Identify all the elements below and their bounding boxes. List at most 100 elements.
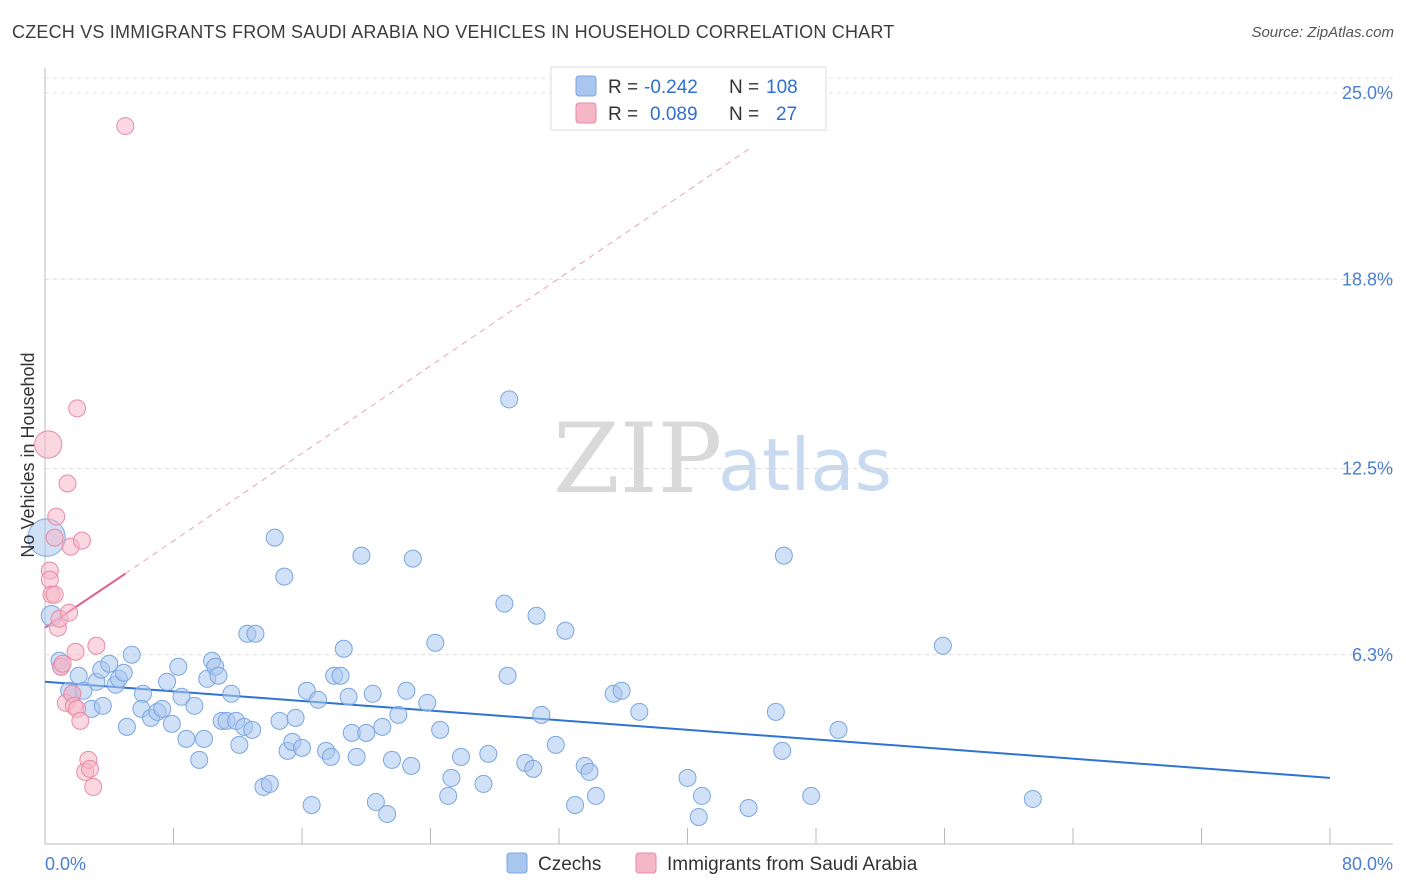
x-tick-label-max: 80.0%: [1342, 854, 1393, 874]
legend-r-label-2: R =: [608, 104, 638, 125]
bottom-legend-swatch-czechs: [506, 852, 528, 874]
y-tick-labels: 6.3% 12.5% 18.8% 25.0%: [1342, 83, 1393, 665]
czechs-point: [172, 687, 191, 706]
saudi-point: [84, 777, 103, 796]
czechs-point: [195, 729, 214, 748]
czechs-point: [678, 768, 697, 787]
czechs-point: [339, 687, 358, 706]
czechs-point: [389, 705, 408, 724]
czechs-point: [331, 666, 350, 685]
czechs-point: [612, 681, 631, 700]
czechs-point: [260, 774, 279, 793]
czechs-point: [774, 546, 793, 565]
czechs-point: [302, 795, 321, 814]
czechs-point: [162, 714, 181, 733]
saudi-point: [58, 474, 77, 493]
czechs-point: [802, 786, 821, 805]
czechs-point: [1023, 789, 1042, 808]
czechs-point: [397, 681, 416, 700]
watermark-zip: ZIP: [553, 403, 722, 515]
y-tick-label: 18.8%: [1342, 269, 1393, 289]
czechs-point: [363, 684, 382, 703]
czechs-point: [479, 744, 498, 763]
czechs-point: [321, 747, 340, 766]
bottom-legend: Czechs Immigrants from Saudi Arabia: [506, 852, 918, 875]
saudi-point: [71, 711, 90, 730]
czechs-point: [347, 747, 366, 766]
czechs-point: [246, 624, 265, 643]
czechs-point: [382, 750, 401, 769]
czechs-point: [580, 762, 599, 781]
czechs-point: [153, 699, 172, 718]
czechs-point: [100, 654, 119, 673]
czechs-point: [243, 720, 262, 739]
czechs-point: [524, 759, 543, 778]
czechs-point: [265, 528, 284, 547]
y-tick-label: 12.5%: [1342, 459, 1393, 479]
saudi-point: [68, 399, 87, 418]
legend-r-value-1: -0.242: [644, 77, 698, 98]
saudi-point: [60, 603, 79, 622]
czechs-point: [366, 792, 385, 811]
czechs-point: [498, 666, 517, 685]
legend-n-label-2: N =: [729, 104, 759, 125]
czechs-point: [185, 696, 204, 715]
czechs-point: [378, 804, 397, 823]
czechs-point: [122, 645, 141, 664]
legend: R = -0.242 N = 108 R = 0.089 N = 27: [550, 66, 827, 131]
legend-n-value-1: 108: [766, 77, 798, 98]
czechs-point: [169, 657, 188, 676]
czechs-point: [293, 738, 311, 757]
czechs-point: [630, 702, 649, 721]
czechs-point: [586, 786, 605, 805]
czechs-point: [309, 690, 328, 709]
czechs-point: [829, 720, 848, 739]
czechs-point: [766, 702, 785, 721]
czechs-point: [439, 786, 458, 805]
czechs-point: [546, 735, 565, 754]
czechs-point: [222, 684, 241, 703]
czechs-point: [230, 735, 249, 754]
czechs-point: [357, 723, 376, 742]
y-tick-label: 25.0%: [1342, 83, 1393, 103]
chart-title: CZECH VS IMMIGRANTS FROM SAUDI ARABIA NO…: [12, 22, 895, 42]
czechs-point: [474, 774, 493, 793]
gridlines: [45, 77, 1393, 656]
czechs-point: [495, 594, 514, 613]
czechs-point: [527, 606, 546, 625]
legend-n-label-1: N =: [729, 77, 759, 98]
saudi-point: [116, 117, 135, 136]
czechs-point: [286, 708, 305, 727]
czechs-point: [689, 807, 708, 826]
czechs-point: [418, 693, 437, 712]
saudi-point: [80, 759, 99, 778]
czechs-point: [431, 720, 450, 739]
legend-box: [550, 66, 827, 131]
czechs-point: [158, 672, 177, 691]
watermark-atlas: atlas: [718, 423, 892, 507]
saudi-point: [40, 570, 59, 589]
czechs-point: [403, 549, 422, 568]
saudi-point: [45, 585, 64, 604]
bottom-legend-swatch-saudi: [635, 852, 657, 874]
saudi-point: [47, 507, 66, 526]
bottom-legend-label-czechs: Czechs: [538, 854, 601, 875]
czechs-point: [373, 717, 392, 736]
czechs-point: [270, 711, 289, 730]
czechs-point: [692, 786, 711, 805]
legend-r-label-1: R =: [608, 77, 638, 98]
legend-r-value-2: 0.089: [650, 104, 698, 125]
saudi-point: [53, 654, 72, 673]
czechs-point: [556, 621, 575, 640]
legend-swatch-saudi: [575, 102, 597, 124]
saudi-point: [72, 531, 91, 550]
czechs-point: [452, 747, 471, 766]
czechs-trend-line: [44, 680, 1331, 779]
czechs-point: [739, 798, 758, 817]
czechs-point: [773, 741, 792, 760]
czechs-point: [500, 390, 519, 409]
data-points: [27, 117, 1042, 826]
czechs-point: [209, 666, 228, 685]
legend-n-value-2: 27: [776, 104, 797, 125]
